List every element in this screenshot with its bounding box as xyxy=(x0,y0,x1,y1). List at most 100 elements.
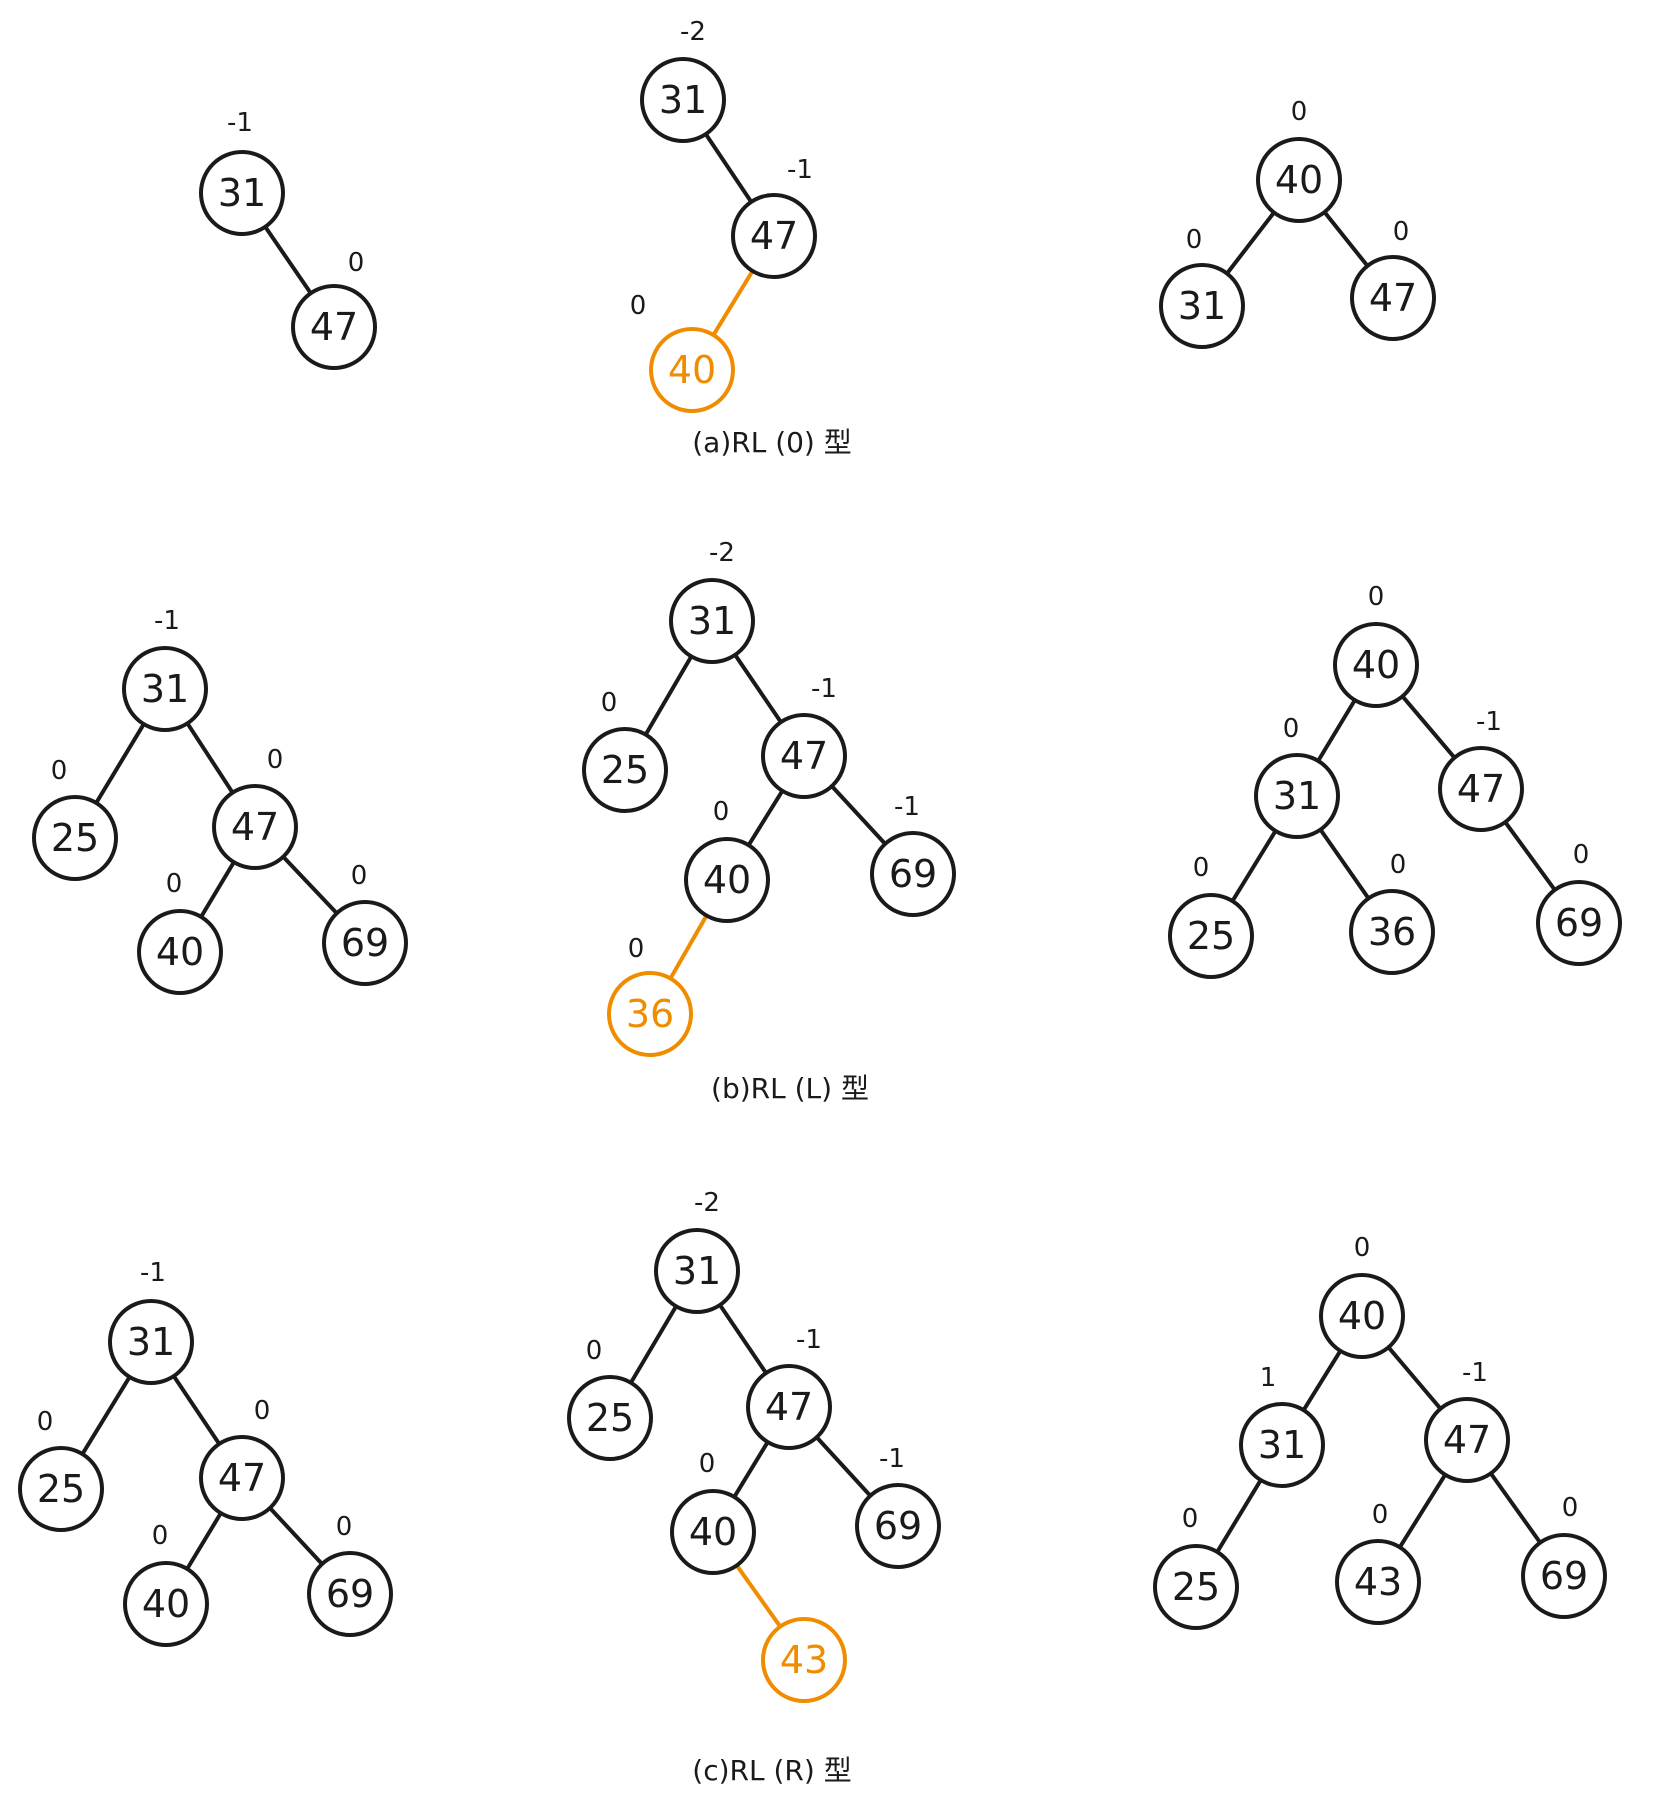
node-label: 25 xyxy=(1187,914,1235,958)
balance-factor-label: -2 xyxy=(709,538,735,568)
node-label: 40 xyxy=(1352,643,1400,687)
tree-0-2: 400310470 xyxy=(1161,97,1434,347)
tree-edge xyxy=(734,1442,767,1497)
node-69: 69 0 xyxy=(324,861,406,984)
tree-1-2: 40 0 31 0 47 -1 25 0 36 0 69 0 xyxy=(1170,582,1620,977)
balance-factor-label: 0 xyxy=(628,934,645,964)
node-31: 31 -1 xyxy=(201,108,283,234)
balance-factor-label: 0 xyxy=(1182,1504,1199,1534)
balance-factor-label: 0 xyxy=(699,1449,716,1479)
node-label: 25 xyxy=(1172,1565,1220,1609)
node-47: 47 -1 xyxy=(733,155,815,277)
node-31: 31 0 xyxy=(1256,714,1338,837)
tree-edge xyxy=(735,655,781,722)
tree-2-1: 31 -2 25 0 47 -1 40 0 69 -1 43 xyxy=(569,1188,939,1701)
balance-factor-label: 0 xyxy=(630,291,647,321)
balance-factor-label: 0 xyxy=(51,756,68,786)
tree-edge xyxy=(1400,1475,1445,1548)
node-label: 40 xyxy=(1275,158,1323,202)
tree-1-0: 31 -1 25 0 47 0 40 0 69 0 xyxy=(34,606,406,993)
node-47: 47 -1 xyxy=(748,1325,830,1448)
node-label: 31 xyxy=(1258,1423,1306,1467)
balance-factor-label: 0 xyxy=(166,869,183,899)
node-label: 31 xyxy=(673,1249,721,1293)
node-label: 47 xyxy=(765,1385,813,1429)
balance-factor-label: -1 xyxy=(1462,1358,1488,1388)
balance-factor-label: 0 xyxy=(601,688,618,718)
tree-edge xyxy=(631,1306,676,1382)
node-label: 43 xyxy=(1354,1560,1402,1604)
balance-factor-label: -1 xyxy=(140,1258,166,1288)
node-label: 40 xyxy=(1338,1294,1386,1338)
node-25: 25 0 xyxy=(34,756,116,879)
node-47: 47 -1 xyxy=(763,674,845,797)
node-31: 31 -2 xyxy=(656,1188,738,1312)
balance-factor-label: 0 xyxy=(348,248,365,278)
tree-0-0: 31 -1 47 0 xyxy=(201,108,375,368)
node-label: 69 xyxy=(341,921,389,965)
node-label: 25 xyxy=(51,816,99,860)
balance-factor-label: 0 xyxy=(1193,853,1210,883)
node-47: 47 0 xyxy=(201,1396,283,1519)
node-31: 31 -2 xyxy=(642,17,724,141)
node-label: 31 xyxy=(1273,774,1321,818)
caption-a: (a)RL (0) 型 xyxy=(692,426,852,459)
tree-edge xyxy=(1402,696,1454,757)
node-47: 47 0 xyxy=(214,745,296,868)
balance-factor-label: 0 xyxy=(336,1512,353,1542)
tree-edge xyxy=(1232,831,1275,901)
node-label: 47 xyxy=(750,214,798,258)
balance-factor-label: -2 xyxy=(694,1188,720,1218)
node-25: 25 0 xyxy=(1155,1504,1237,1628)
tree-edge xyxy=(187,1513,221,1569)
node-label: 47 xyxy=(1369,276,1417,320)
tree-edge xyxy=(1227,212,1274,273)
tree-edge xyxy=(201,862,234,917)
node-label: 31 xyxy=(218,171,266,215)
balance-factor-label: 0 xyxy=(1368,582,1385,612)
node-label: 69 xyxy=(874,1504,922,1548)
tree-edge xyxy=(817,1437,871,1496)
node-36: 36 0 xyxy=(609,934,691,1055)
balance-factor-label: 0 xyxy=(1291,97,1308,127)
node-40: 40 0 xyxy=(672,1449,754,1573)
node-40: 40 0 xyxy=(1321,1233,1403,1357)
node-31: 31 0 xyxy=(1161,225,1243,347)
balance-factor-label: -1 xyxy=(227,108,253,138)
node-31: 31 -1 xyxy=(124,606,206,730)
node-31: 31 -1 xyxy=(110,1258,192,1383)
tree-edge xyxy=(283,857,337,913)
tree-edge xyxy=(174,1376,219,1444)
balance-factor-label: 0 xyxy=(586,1336,603,1366)
balance-factor-label: 0 xyxy=(37,1407,54,1437)
tree-edge xyxy=(706,134,751,202)
node-label: 40 xyxy=(156,930,204,974)
balance-factor-label: 0 xyxy=(1186,225,1203,255)
node-label: 25 xyxy=(601,748,649,792)
tree-edge xyxy=(720,1305,766,1373)
tree-edge xyxy=(737,1565,780,1626)
tree-edge xyxy=(832,786,885,844)
node-label: 40 xyxy=(142,1582,190,1626)
node-label: 47 xyxy=(310,305,358,349)
balance-factor-label: -1 xyxy=(787,155,813,185)
balance-factor-label: 0 xyxy=(1393,217,1410,247)
tree-edge xyxy=(1505,822,1555,890)
tree-edge xyxy=(646,656,692,734)
balance-factor-label: 0 xyxy=(1562,1493,1579,1523)
balance-factor-label: -1 xyxy=(894,792,920,822)
balance-factor-label: 0 xyxy=(1573,840,1590,870)
node-43: 43 xyxy=(763,1619,845,1701)
node-47: 47 0 xyxy=(1352,217,1434,339)
tree-edge xyxy=(1325,212,1368,266)
balance-factor-label: -2 xyxy=(680,17,706,47)
node-label: 47 xyxy=(218,1456,266,1500)
caption-c: (c)RL (R) 型 xyxy=(692,1754,851,1787)
tree-2-0: 31-1250470400690 xyxy=(20,1258,391,1645)
node-36: 36 0 xyxy=(1351,850,1433,973)
balance-factor-label: 1 xyxy=(1260,1363,1277,1393)
node-25: 25 0 xyxy=(1170,853,1252,977)
node-25: 25 0 xyxy=(584,688,666,811)
node-40: 40 0 xyxy=(139,869,221,993)
node-69: 69 0 xyxy=(1538,840,1620,964)
